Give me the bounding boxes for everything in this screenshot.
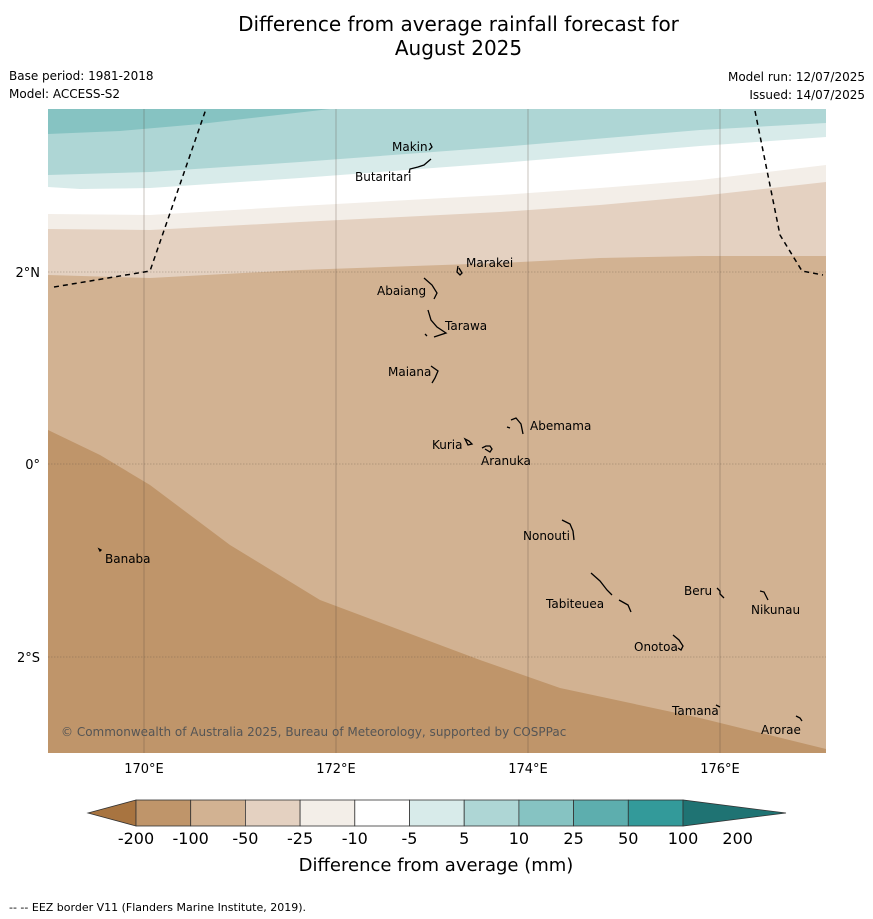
island-outline-onotoa — [672, 634, 684, 651]
island-outline-tabiteuea — [590, 572, 632, 613]
colorbar-segment — [627, 799, 684, 827]
island-label-arorae: Arorae — [761, 723, 801, 737]
island-label-butaritari: Butaritari — [355, 170, 412, 184]
title-line-1: Difference from average rainfall forecas… — [238, 12, 679, 36]
island-label-nonouti: Nonouti — [523, 529, 570, 543]
colorbar-segment — [463, 799, 520, 827]
island-outline-beru — [716, 587, 725, 599]
colorbar-segment — [244, 799, 301, 827]
island-outline-nonouti — [561, 519, 575, 541]
colorbar-tick-label: -25 — [287, 829, 313, 848]
colorbar-segment — [573, 799, 629, 827]
island-label-nikunau: Nikunau — [751, 603, 800, 617]
graticule — [48, 109, 826, 753]
longitude-ticks: 170°E 172°E 174°E 176°E — [124, 762, 740, 777]
island-label-makin: Makin — [392, 140, 428, 154]
band-plus-10 — [48, 109, 826, 175]
rainfall-bands — [48, 109, 826, 753]
issued-date: Issued: 14/07/2025 — [749, 88, 865, 102]
lon-tick-170e: 170°E — [124, 762, 164, 777]
colorbar-segment — [299, 799, 356, 827]
colorbar-tick-label: 100 — [668, 829, 699, 848]
island-label-tarawa: Tarawa — [444, 319, 487, 333]
island-label-onotoa: Onotoa — [634, 640, 678, 654]
model-run: Model run: 12/07/2025 — [727, 70, 865, 84]
colorbar-segment — [409, 799, 465, 827]
island-label-tabiteuea: Tabiteuea — [545, 597, 604, 611]
colorbar-extension-high — [682, 799, 787, 827]
island-outline-nikunau — [759, 590, 769, 601]
island-outline-makin — [428, 142, 433, 151]
lon-tick-174e: 174°E — [508, 762, 548, 777]
base-period: Base period: 1981-2018 — [9, 69, 154, 83]
island-label-banaba: Banaba — [105, 552, 151, 566]
colorbar-tick-label: 25 — [563, 829, 583, 848]
island-label-marakei: Marakei — [466, 256, 513, 270]
eez-footnote: -- -- EEZ border V11 (Flanders Marine In… — [9, 901, 306, 914]
island-outline-abemama — [506, 417, 524, 435]
copyright-credit: © Commonwealth of Australia 2025, Bureau… — [61, 725, 566, 739]
island-outlines — [97, 142, 803, 722]
island-label-aranuka: Aranuka — [481, 454, 531, 468]
lon-tick-176e: 176°E — [700, 762, 740, 777]
colorbar-tick-label: 50 — [618, 829, 638, 848]
colorbar-title: Difference from average (mm) — [299, 855, 574, 876]
island-label-tamana: Tamana — [671, 704, 719, 718]
colorbar-segment — [354, 799, 410, 827]
colorbar-segment — [135, 799, 192, 827]
colorbar-tick-label: 10 — [509, 829, 529, 848]
colorbar-tick-label: -200 — [118, 829, 154, 848]
colorbar-tick-label: 5 — [459, 829, 469, 848]
lat-tick-0: 0° — [25, 458, 40, 473]
latitude-ticks: 2°N 0° 2°S — [16, 266, 41, 666]
colorbar-tick-label: -50 — [232, 829, 258, 848]
lon-tick-172e: 172°E — [316, 762, 356, 777]
island-outline-kuria — [463, 437, 474, 446]
colorbar-tick-label: -5 — [402, 829, 418, 848]
colorbar-segment — [190, 799, 246, 827]
island-label-maiana: Maiana — [388, 365, 431, 379]
island-outline-arorae — [795, 715, 803, 722]
island-outline-marakei — [456, 265, 463, 276]
island-label-beru: Beru — [684, 584, 712, 598]
island-labels: Makin Butaritari Marakei Abaiang Tarawa … — [105, 140, 801, 737]
colorbar-segment — [518, 799, 575, 827]
island-outline-maiana — [430, 365, 439, 384]
colorbar-tick-label: 200 — [722, 829, 753, 848]
title-line-2: August 2025 — [394, 36, 523, 60]
colorbar: -200 -100 -50 -25 -10 -5 5 10 25 50 100 200 — [86, 799, 787, 848]
island-outline-abaiang — [423, 277, 438, 300]
eez-border-east — [754, 110, 824, 276]
map-title: Difference from average rainfall forecas… — [0, 12, 873, 60]
colorbar-tick-label: -100 — [173, 829, 209, 848]
island-label-kuria: Kuria — [432, 438, 463, 452]
colorbar-tick-label: -10 — [342, 829, 368, 848]
model-name: Model: ACCESS-S2 — [9, 87, 121, 101]
island-outline-banaba — [97, 547, 103, 553]
island-label-abaiang: Abaiang — [377, 284, 426, 298]
eez-border-west — [53, 109, 207, 288]
island-outline-aranuka — [481, 445, 493, 453]
colorbar-extension-low — [86, 799, 137, 827]
island-outline-tarawa — [424, 309, 448, 338]
band-plus-25 — [48, 109, 330, 134]
lat-tick-2s: 2°S — [17, 651, 40, 666]
lat-tick-2n: 2°N — [16, 266, 41, 281]
island-outline-butaritari — [408, 158, 432, 174]
island-label-abemama: Abemama — [530, 419, 591, 433]
island-outline-tamana — [715, 704, 721, 708]
eez-border — [53, 109, 824, 288]
